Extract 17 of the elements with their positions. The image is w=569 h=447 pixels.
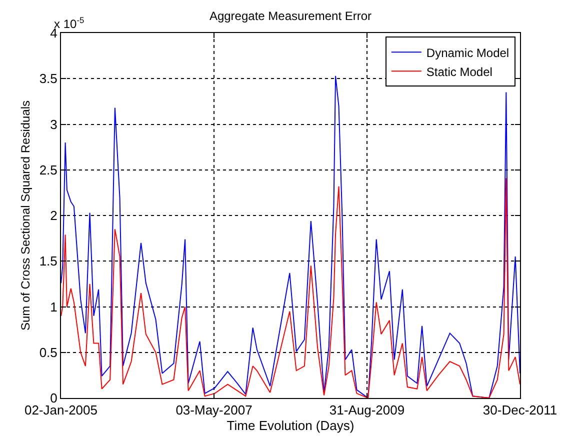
x-tick-label: 03-May-2007 <box>176 402 252 418</box>
chart-title: Aggregate Measurement Error <box>209 8 372 23</box>
y-axis-title: Sum of Cross Sectional Squared Residuals <box>18 100 33 331</box>
y-tick-label: 0.5 <box>39 344 58 360</box>
line-series <box>61 178 520 398</box>
legend-label: Dynamic Model <box>426 46 510 60</box>
y-tick-label: 3 <box>50 116 58 132</box>
y-tick-label: 3.5 <box>39 71 58 86</box>
x-tick-label: 30-Dec-2011 <box>482 402 558 418</box>
legend-label: Static Model <box>426 64 492 79</box>
x-axis-title: Time Evolution (Days) <box>226 418 354 434</box>
y-tick-label: 2.5 <box>39 162 58 178</box>
y-tick-label: 1.5 <box>39 254 58 269</box>
y-tick-label: 2 <box>50 208 58 224</box>
x-tick-label: 31-Aug-2009 <box>329 402 405 418</box>
line-series <box>61 75 520 398</box>
y-tick-label: 1 <box>50 299 58 314</box>
